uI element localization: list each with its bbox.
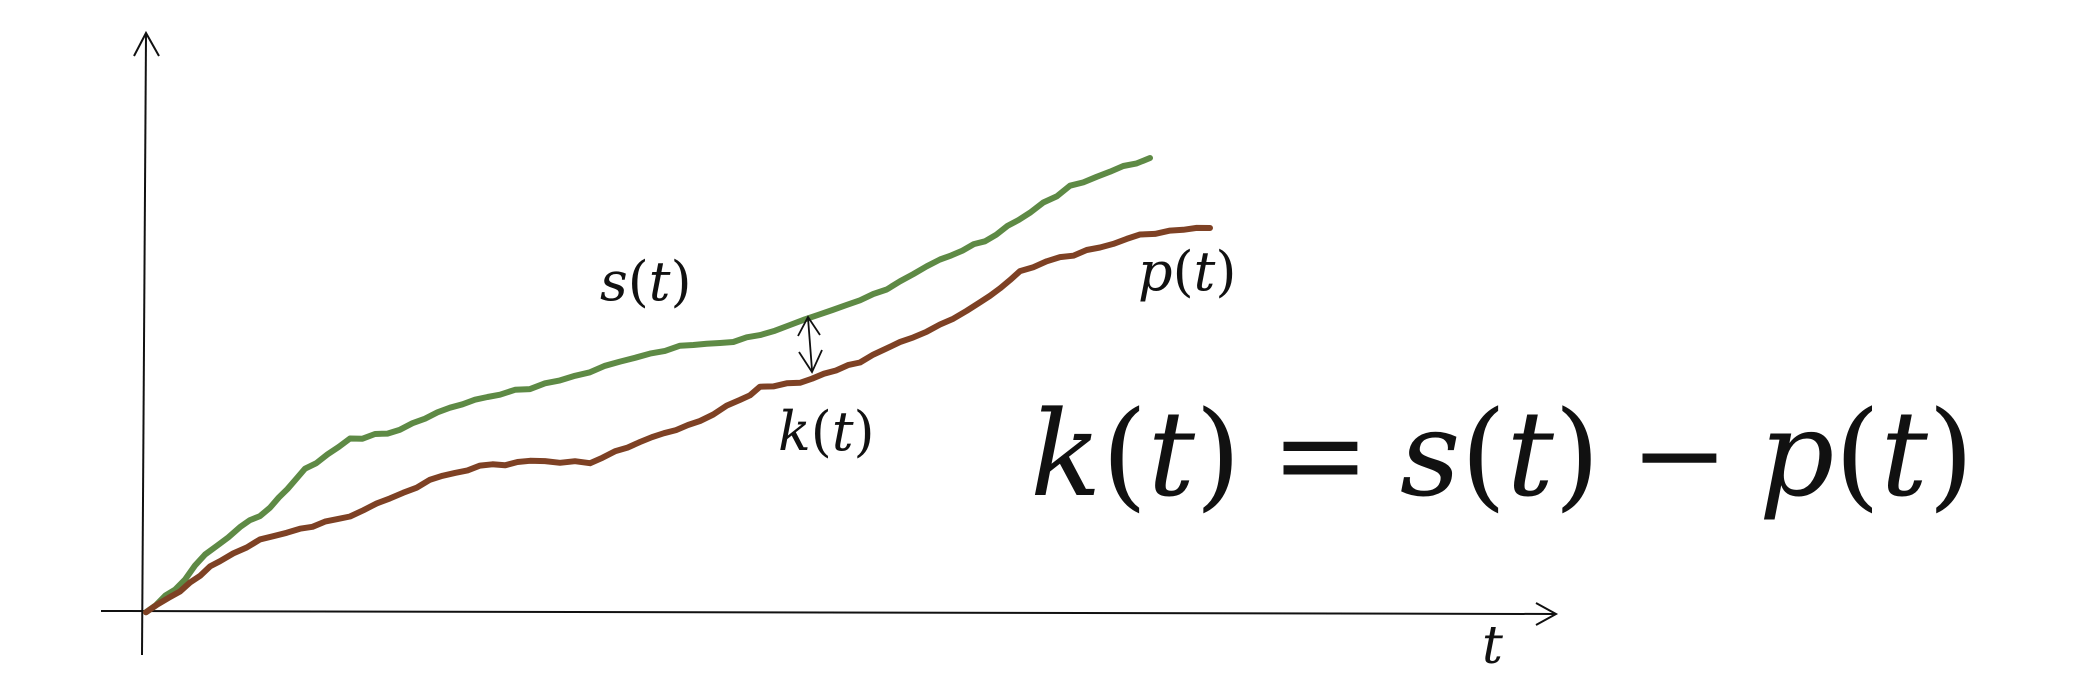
label-s-of-t: s(t) (600, 250, 692, 313)
label-p-of-t: p(t) (1138, 240, 1236, 303)
y-axis-arrowhead (133, 30, 160, 57)
equation: k(t) = s(t) − p(t) (1030, 385, 1974, 523)
y-axis (141, 34, 147, 656)
x-axis-arrowhead (1535, 602, 1559, 626)
x-axis (100, 610, 1556, 615)
x-axis-label: t (1482, 616, 1503, 676)
label-k-of-t: k(t) (778, 400, 875, 463)
curve-s (143, 155, 1153, 616)
gap-double-arrow (797, 315, 823, 374)
curve-p (143, 224, 1213, 616)
